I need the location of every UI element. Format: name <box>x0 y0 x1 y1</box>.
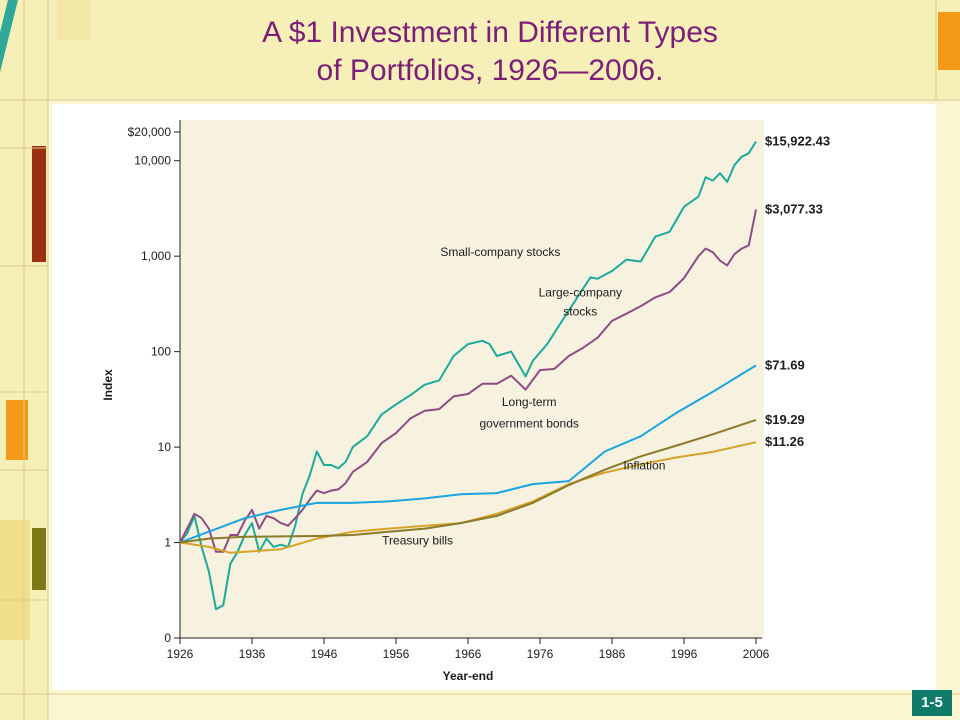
series-inline-label: Long-term <box>502 395 557 409</box>
yellow-block <box>0 520 30 640</box>
accent-block <box>58 0 90 40</box>
series-line <box>179 364 757 544</box>
x-tick-label: 1946 <box>311 647 338 661</box>
y-tick-label: 10 <box>158 440 172 454</box>
orange-block <box>6 400 28 460</box>
series-inline-label: Small-company stocks <box>440 245 560 259</box>
series-end-label: $15,922.43 <box>765 133 830 148</box>
series-end-label: $19.29 <box>765 412 805 427</box>
red-block <box>32 146 46 262</box>
chart-labels: $15,922.43 $3,077.33 $71.69 $11.26 $19.29 Sma… <box>382 133 830 547</box>
slide-title-line-2: of Portfolios, 1926—2006. <box>316 54 664 87</box>
page-number-badge: 1-5 <box>912 690 952 716</box>
series-inline-label: Large-company <box>539 285 622 299</box>
slide-title: A $1 Investment in Different Types of Po… <box>70 14 910 90</box>
series-inline-label: Treasury bills <box>382 534 453 548</box>
x-tick-label: 1956 <box>383 647 410 661</box>
series-end-label: $71.69 <box>765 357 805 372</box>
y-tick-label: 1 <box>164 536 171 550</box>
series-inline-label: Inflation <box>623 459 665 473</box>
y-tick-label: 0 <box>164 631 171 645</box>
series-inline-label: stocks <box>563 304 597 318</box>
y-axis-title: Index <box>101 369 115 401</box>
x-tick-label: 1926 <box>167 647 194 661</box>
orange-corner-block <box>938 12 960 70</box>
series-inline-label: government bonds <box>479 417 578 431</box>
slide-title-line-1: A $1 Investment in Different Types <box>262 16 718 49</box>
olive-block <box>32 528 46 590</box>
series-lines <box>179 140 757 611</box>
teal-stripe <box>0 0 18 120</box>
plot-area <box>180 120 764 638</box>
top-band <box>0 0 960 100</box>
y-tick-label: 100 <box>151 345 171 359</box>
x-tick-label: 1976 <box>527 647 554 661</box>
x-tick-label: 1986 <box>599 647 626 661</box>
series-line <box>179 140 757 611</box>
x-tick-label: 1996 <box>671 647 698 661</box>
x-tick-label: 1966 <box>455 647 482 661</box>
series-line <box>179 418 757 544</box>
x-tick-label: 2006 <box>743 647 770 661</box>
x-axis-title: Year-end <box>443 669 494 683</box>
y-tick-label: $20,000 <box>128 125 172 139</box>
series-end-label: $11.26 <box>765 434 804 449</box>
y-tick-label: 10,000 <box>134 154 171 168</box>
x-tick-label: 1936 <box>239 647 266 661</box>
series-end-label: $3,077.33 <box>765 202 823 217</box>
y-tick-label: 1,000 <box>141 249 171 263</box>
